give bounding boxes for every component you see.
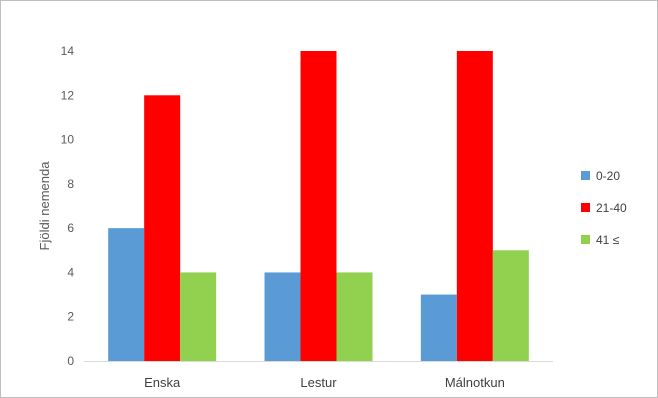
y-tick-label: 12 bbox=[61, 88, 75, 102]
y-tick-label: 4 bbox=[67, 265, 74, 279]
y-tick-label: 6 bbox=[67, 221, 74, 235]
bar-21-40-enska bbox=[144, 95, 181, 362]
legend-swatch bbox=[581, 235, 590, 244]
bar-0-20-enska bbox=[108, 228, 145, 361]
y-axis-title: Fjöldi nemenda bbox=[37, 161, 52, 251]
bar-41--lestur bbox=[336, 272, 373, 361]
legend-label: 0-20 bbox=[596, 169, 620, 183]
bar-41--málnotkun bbox=[492, 250, 529, 361]
legend-label: 21-40 bbox=[596, 201, 627, 215]
legend-swatch bbox=[581, 203, 590, 212]
bar-41--enska bbox=[180, 272, 217, 361]
bar-0-20-málnotkun bbox=[420, 294, 457, 361]
y-tick-label: 8 bbox=[67, 177, 74, 191]
legend-swatch bbox=[581, 171, 590, 180]
x-category-label: Málnotkun bbox=[445, 375, 505, 390]
y-tick-label: 14 bbox=[61, 44, 75, 58]
x-category-label: Lestur bbox=[300, 375, 337, 390]
x-category-label: Enska bbox=[144, 375, 181, 390]
bar-0-20-lestur bbox=[264, 272, 301, 361]
y-tick-label: 2 bbox=[67, 310, 74, 324]
y-tick-label: 10 bbox=[61, 133, 75, 147]
legend-label: 41 ≤ bbox=[596, 233, 620, 247]
bar-21-40-lestur bbox=[300, 51, 337, 361]
bar-21-40-málnotkun bbox=[456, 51, 493, 361]
y-tick-label: 0 bbox=[67, 354, 74, 368]
